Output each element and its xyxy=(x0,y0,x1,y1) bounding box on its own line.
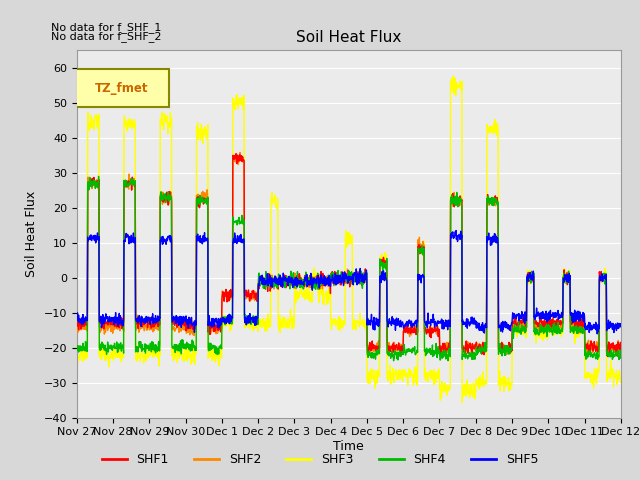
Text: No data for f_SHF_1: No data for f_SHF_1 xyxy=(51,22,161,33)
X-axis label: Time: Time xyxy=(333,440,364,453)
Text: TZ_fmet: TZ_fmet xyxy=(95,82,148,95)
FancyBboxPatch shape xyxy=(74,69,169,108)
Y-axis label: Soil Heat Flux: Soil Heat Flux xyxy=(25,191,38,277)
Legend: SHF1, SHF2, SHF3, SHF4, SHF5: SHF1, SHF2, SHF3, SHF4, SHF5 xyxy=(97,448,543,471)
Text: No data for f_SHF_2: No data for f_SHF_2 xyxy=(51,31,162,42)
Title: Soil Heat Flux: Soil Heat Flux xyxy=(296,30,401,45)
